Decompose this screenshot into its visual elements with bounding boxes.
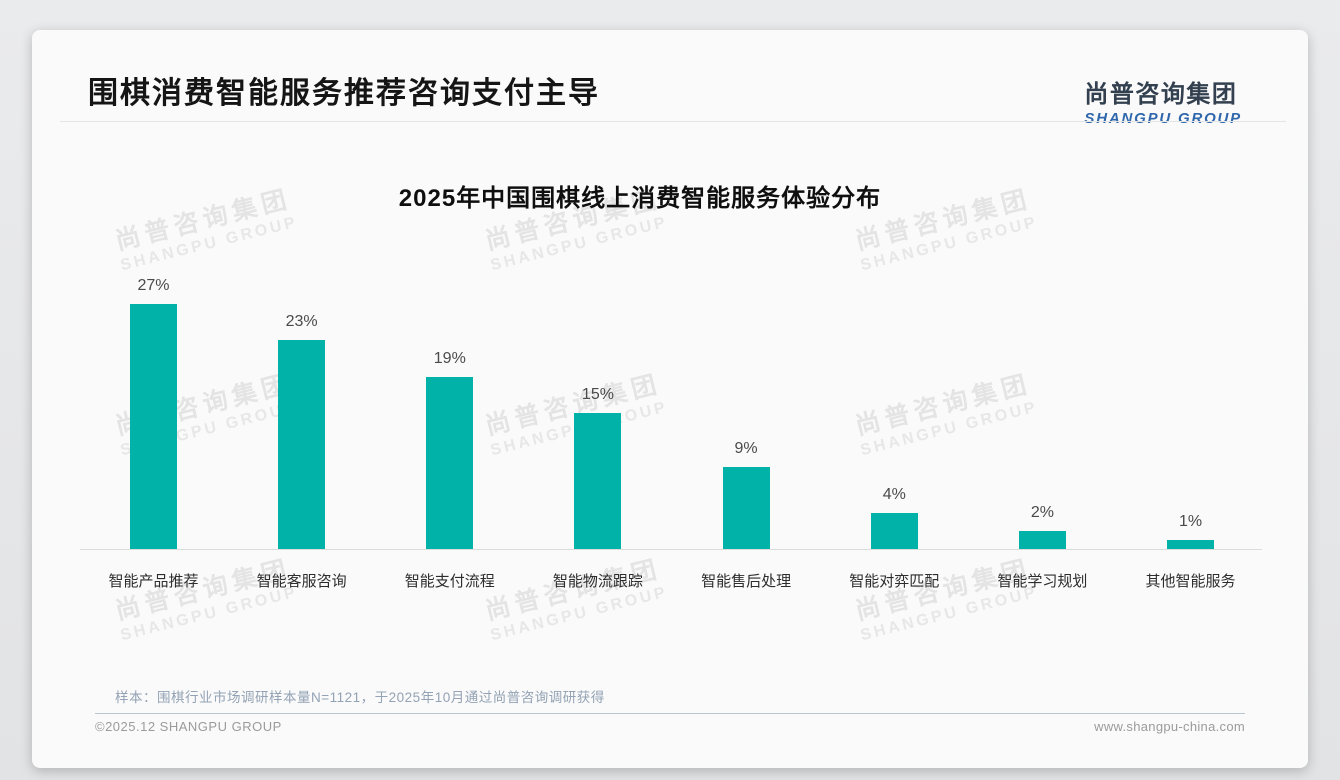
logo-en-text: SHANGPU GROUP (1084, 110, 1242, 127)
bar-value-label: 2% (1030, 504, 1054, 521)
bar-category-label: 智能对弈匹配 (849, 573, 940, 590)
report-card: 围棋消费智能服务推荐咨询支付主导 尚普咨询集团 SHANGPU GROUP 尚普… (32, 30, 1308, 768)
bar-category-label: 智能产品推荐 (108, 573, 199, 590)
bar (278, 340, 326, 549)
bar-value-label: 4% (882, 486, 906, 503)
bar-category-label: 智能客服咨询 (256, 573, 347, 590)
sample-note: 样本：围棋行业市场调研样本量N=1121，于2025年10月通过尚普咨询调研获得 (115, 690, 605, 705)
bar-value-label: 27% (137, 277, 170, 294)
bar (574, 413, 622, 549)
bar-value-label: 1% (1178, 513, 1203, 530)
bar-category-label: 智能学习规划 (997, 573, 1088, 590)
header-divider (60, 121, 1286, 122)
footer-divider (95, 713, 1245, 714)
bar-category-label: 智能物流跟踪 (552, 573, 643, 590)
bar-category-label: 智能支付流程 (404, 573, 495, 590)
bar-value-label: 23% (285, 313, 318, 330)
x-axis-line (80, 549, 1262, 550)
bar (130, 304, 177, 549)
logo-cn-text: 尚普咨询集团 (1084, 81, 1238, 108)
chart-title: 2025年中国围棋线上消费智能服务体验分布 (398, 185, 882, 212)
website-link[interactable]: www.shangpu-china.com (1094, 719, 1245, 734)
bar-value-label: 19% (433, 350, 466, 367)
bar-category-label: 智能售后处理 (701, 573, 792, 590)
copyright-text: ©2025.12 SHANGPU GROUP (95, 719, 282, 734)
bar-value-label: 15% (581, 386, 614, 403)
bar (870, 513, 918, 549)
bar-value-label: 9% (734, 440, 758, 457)
shangpu-logo: 尚普咨询集团 SHANGPU GROUP (1084, 74, 1242, 127)
bar-category-label: 其他智能服务 (1145, 573, 1236, 590)
bar (426, 377, 474, 549)
bar (1018, 531, 1066, 549)
bar (722, 467, 770, 549)
bar (1167, 540, 1215, 549)
page-title: 围棋消费智能服务推荐咨询支付主导 (88, 77, 600, 110)
chart-area: 2025年中国围棋线上消费智能服务体验分布 27% 智能产品推荐 23% 智能客服咨询… (32, 30, 1308, 768)
